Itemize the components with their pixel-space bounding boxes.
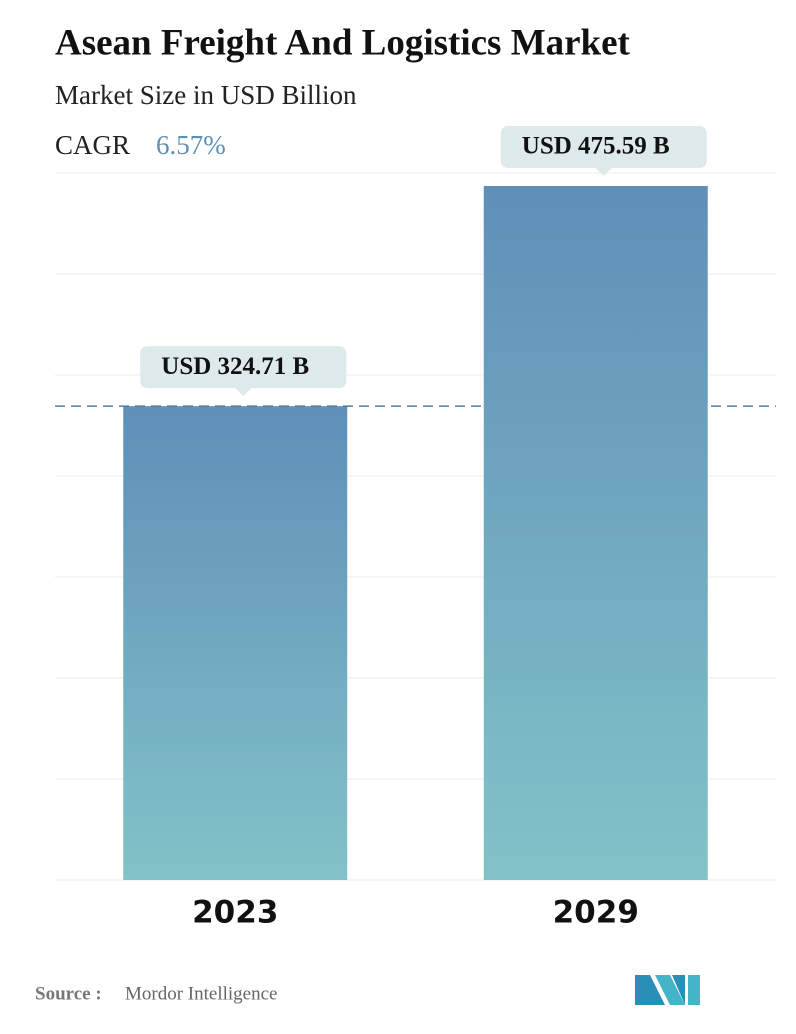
value-label: USD 324.71 B	[161, 353, 309, 380]
x-tick-label: 2023	[192, 895, 278, 931]
cagr-value: 6.57%	[156, 130, 226, 160]
x-tick-label: 2029	[553, 895, 639, 931]
value-label-box	[492, 126, 707, 176]
chart-subtitle: Market Size in USD Billion	[55, 80, 357, 110]
bar	[123, 406, 348, 880]
source-text: Mordor Intelligence	[125, 983, 277, 1004]
value-label: USD 475.59 B	[522, 133, 670, 160]
value-label-box	[132, 346, 347, 397]
bar	[483, 186, 708, 880]
source-label: Source :	[35, 983, 102, 1004]
logo	[635, 975, 700, 1005]
cagr-label: CAGR	[55, 130, 130, 160]
chart-title: Asean Freight And Logistics Market	[55, 22, 631, 63]
